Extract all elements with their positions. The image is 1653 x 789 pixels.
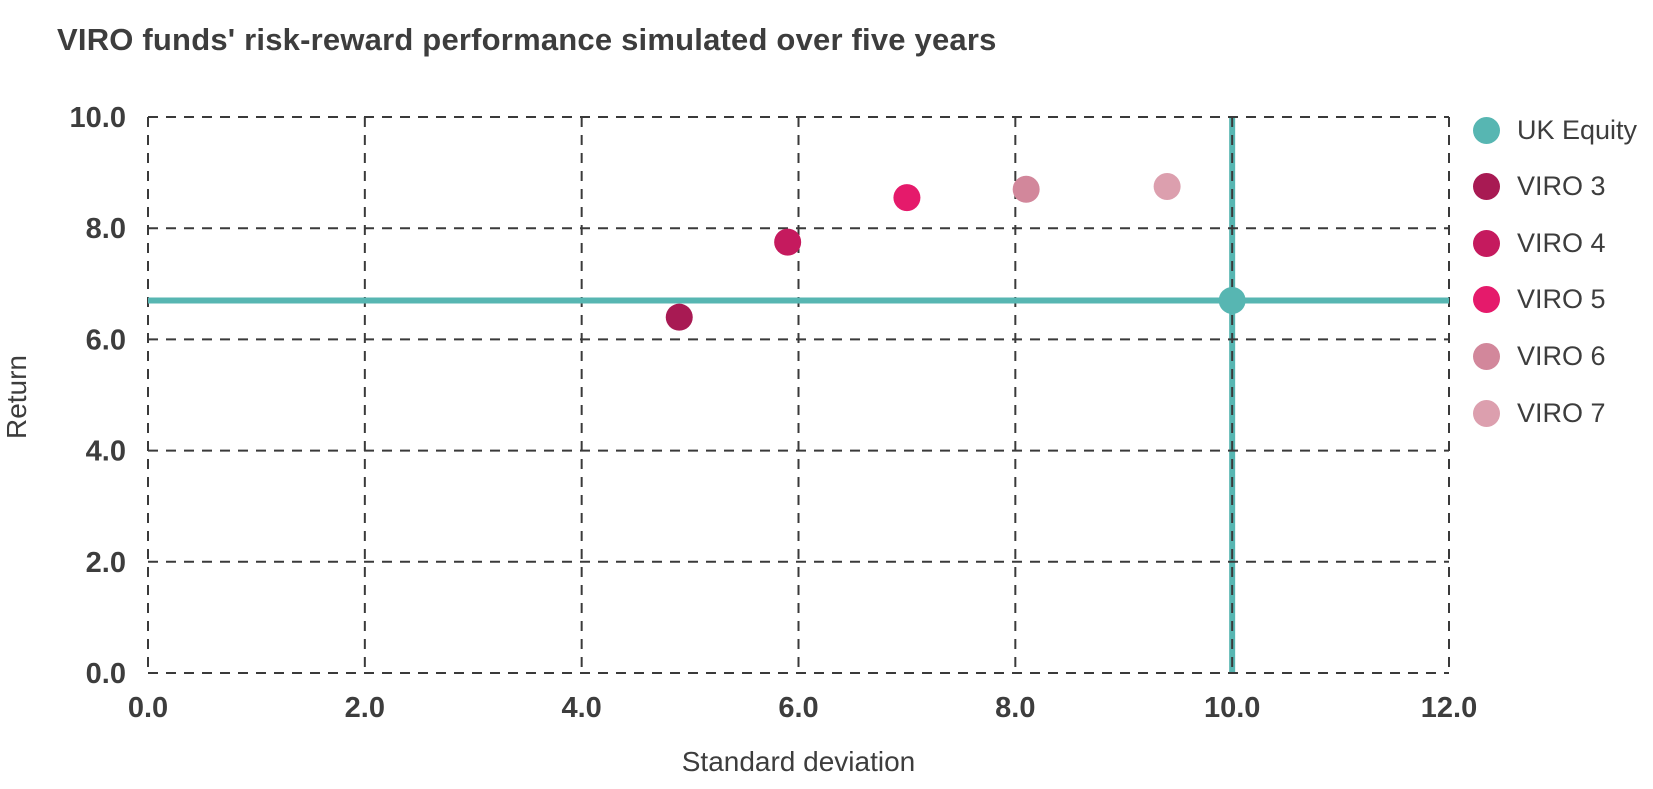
- x-tick-label: 10.0: [1204, 692, 1260, 724]
- data-point-viro-4: [774, 228, 802, 256]
- legend-label: VIRO 7: [1517, 397, 1606, 428]
- legend-label: VIRO 3: [1517, 171, 1606, 202]
- legend-swatch-circle-icon: [1473, 173, 1500, 201]
- y-tick-label: 6.0: [86, 324, 126, 356]
- legend-item-viro-4: VIRO 4: [1473, 227, 1606, 258]
- legend-swatch-circle-icon: [1473, 286, 1500, 314]
- y-tick-label: 10.0: [70, 102, 126, 134]
- y-tick-label: 2.0: [86, 547, 126, 579]
- x-tick-label: 8.0: [995, 692, 1035, 724]
- legend-label: VIRO 5: [1517, 284, 1606, 315]
- chart-title: VIRO funds' risk-reward performance simu…: [57, 22, 997, 57]
- legend-swatch-circle-icon: [1473, 229, 1500, 257]
- legend-label: UK Equity: [1517, 114, 1638, 145]
- legend-item-viro-3: VIRO 3: [1473, 171, 1606, 202]
- data-point-uk-equity: [1218, 286, 1246, 314]
- x-tick-label: 12.0: [1421, 692, 1477, 724]
- y-tick-label: 4.0: [86, 436, 126, 468]
- x-axis-title: Standard deviation: [681, 746, 916, 777]
- data-point-viro-6: [1012, 175, 1040, 203]
- y-axis-title: Return: [1, 354, 32, 440]
- y-tick-label: 0.0: [86, 658, 126, 690]
- legend-item-viro-5: VIRO 5: [1473, 284, 1606, 315]
- data-point-viro-3: [665, 303, 693, 331]
- x-tick-label: 4.0: [562, 692, 602, 724]
- legend-item-viro-7: VIRO 7: [1473, 397, 1606, 428]
- x-tick-label: 0.0: [128, 692, 168, 724]
- legend-label: VIRO 6: [1517, 340, 1606, 371]
- legend-item-uk-equity: UK Equity: [1473, 114, 1638, 145]
- x-tick-label: 2.0: [345, 692, 385, 724]
- legend-label: VIRO 4: [1517, 227, 1606, 258]
- legend-item-viro-6: VIRO 6: [1473, 340, 1606, 371]
- legend-swatch-circle-icon: [1473, 116, 1500, 144]
- x-tick-label: 6.0: [778, 692, 818, 724]
- legend-swatch-circle-icon: [1473, 342, 1500, 370]
- y-tick-label: 8.0: [86, 213, 126, 245]
- legend-swatch-circle-icon: [1473, 399, 1500, 427]
- data-point-viro-7: [1153, 173, 1181, 200]
- data-point-viro-5: [893, 184, 921, 212]
